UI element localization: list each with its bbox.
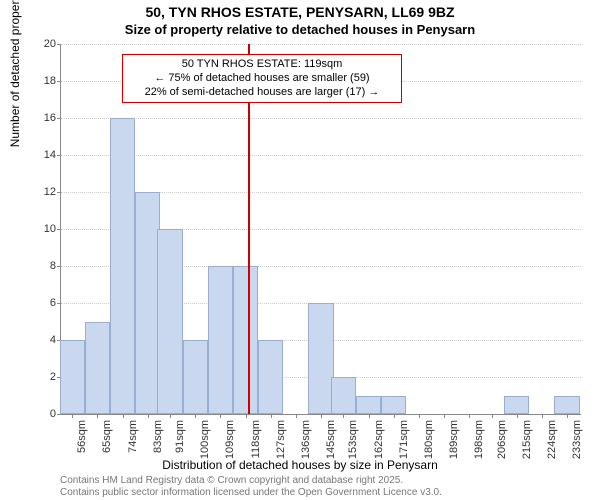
x-tick-label: 83sqm [152,420,164,453]
y-tick-label: 0 [16,408,56,420]
y-tick-label: 10 [16,223,56,235]
x-tick-label: 215sqm [521,420,533,459]
grid-line [61,118,581,119]
histogram-bar [258,340,283,414]
y-tick-label: 18 [16,75,56,87]
x-tick-label: 180sqm [423,420,435,459]
y-tick-label: 4 [16,334,56,346]
x-tick-label: 56sqm [76,420,88,453]
histogram-bar [308,303,333,414]
x-tick-label: 136sqm [300,420,312,459]
footer-line2: Contains public sector information licen… [60,487,442,498]
grid-line [61,44,581,45]
histogram-bar [356,396,381,415]
x-tick-label: 65sqm [101,420,113,453]
x-tick-label: 206sqm [496,420,508,459]
x-tick-label: 224sqm [546,420,558,459]
histogram-bar [381,396,406,415]
histogram-bar [504,396,529,415]
x-axis-label: Distribution of detached houses by size … [0,458,600,472]
y-tick-label: 12 [16,186,56,198]
x-tick-label: 198sqm [473,420,485,459]
y-tick-label: 20 [16,38,56,50]
x-tick-label: 74sqm [127,420,139,453]
annotation-box: 50 TYN RHOS ESTATE: 119sqm ← 75% of deta… [122,54,402,103]
y-tick-label: 16 [16,112,56,124]
x-tick-label: 233sqm [571,420,583,459]
x-tick-label: 145sqm [325,420,337,459]
x-tick-label: 109sqm [224,420,236,459]
histogram-bar [183,340,208,414]
histogram-bar [85,322,110,415]
histogram-bar [233,266,258,414]
histogram-bar [110,118,135,414]
grid-line [61,155,581,156]
annotation-line3: 22% of semi-detached houses are larger (… [129,86,395,100]
x-tick-label: 162sqm [373,420,385,459]
y-tick-label: 2 [16,371,56,383]
chart-title-line2: Size of property relative to detached ho… [0,22,600,37]
y-axis-label: Number of detached properties [8,0,22,147]
histogram-bar [157,229,182,414]
histogram-bar [331,377,356,414]
annotation-line2: ← 75% of detached houses are smaller (59… [129,72,395,86]
chart-container: 50, TYN RHOS ESTATE, PENYSARN, LL69 9BZ … [0,0,600,500]
histogram-bar [554,396,579,415]
y-tick-label: 8 [16,260,56,272]
x-tick-label: 189sqm [448,420,460,459]
annotation-line1: 50 TYN RHOS ESTATE: 119sqm [129,58,395,72]
x-tick-label: 91sqm [174,420,186,453]
histogram-bar [208,266,233,414]
histogram-bar [60,340,85,414]
x-tick-label: 100sqm [199,420,211,459]
y-tick-label: 6 [16,297,56,309]
x-tick-label: 153sqm [347,420,359,459]
x-tick-label: 118sqm [250,420,262,458]
x-tick-label: 171sqm [398,420,410,459]
footer-line1: Contains HM Land Registry data © Crown c… [60,475,403,486]
y-tick-label: 14 [16,149,56,161]
chart-title-line1: 50, TYN RHOS ESTATE, PENYSARN, LL69 9BZ [0,4,600,20]
x-tick-label: 127sqm [275,420,287,459]
